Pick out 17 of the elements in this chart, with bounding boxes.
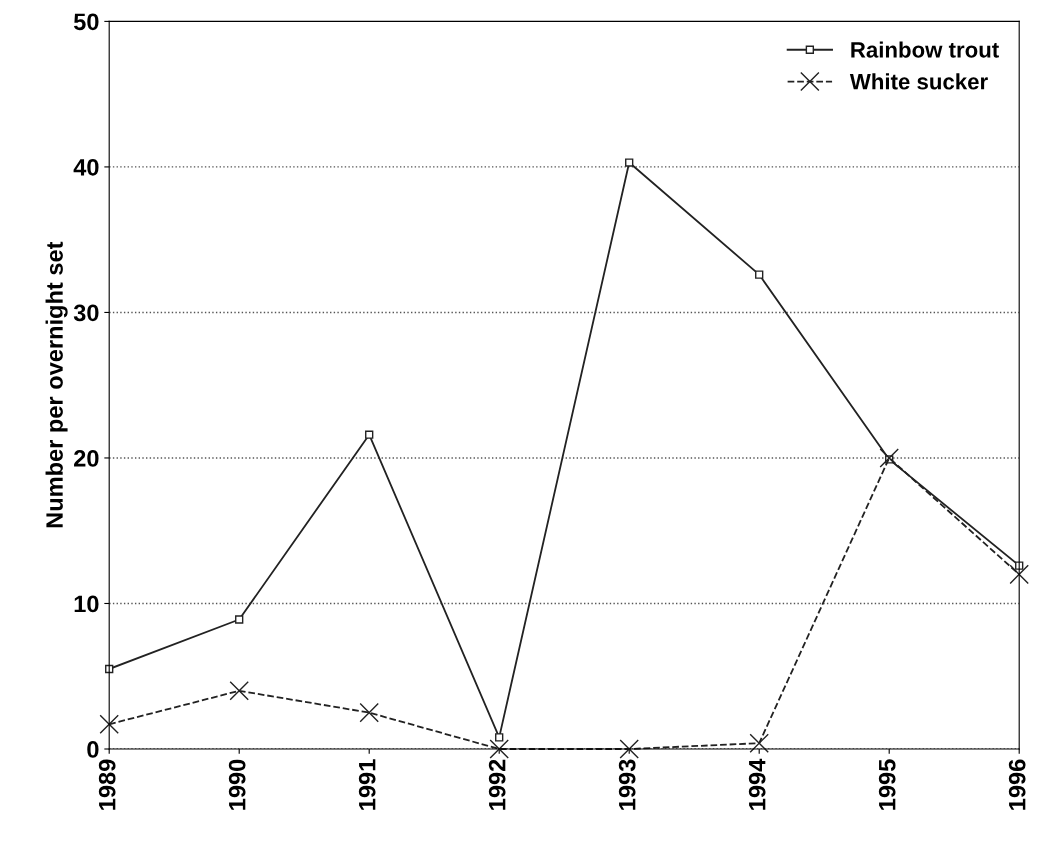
y-tick-label: 50 (73, 13, 99, 31)
legend-label: White sucker (849, 73, 988, 90)
x-tick-label: 1994 (748, 758, 766, 810)
x-tick-label: 1989 (98, 759, 116, 810)
x-tick-label: 1995 (878, 759, 896, 810)
x-tick-label: 1993 (618, 759, 636, 810)
y-tick-label: 40 (73, 158, 99, 176)
x-tick-label: 1991 (358, 759, 376, 810)
y-tick-label: 30 (73, 304, 99, 322)
x-tick-label: 1990 (228, 759, 246, 810)
x-tick-label: 1992 (488, 759, 506, 810)
y-tick-label: 20 (74, 450, 99, 467)
legend-label: Rainbow trout (851, 41, 999, 58)
x-tick-label: 1996 (1008, 759, 1026, 810)
y-tick-label: 0 (87, 741, 99, 758)
y-axis-title: Number per overnight set (45, 241, 68, 528)
y-tick-label: 10 (74, 595, 99, 613)
